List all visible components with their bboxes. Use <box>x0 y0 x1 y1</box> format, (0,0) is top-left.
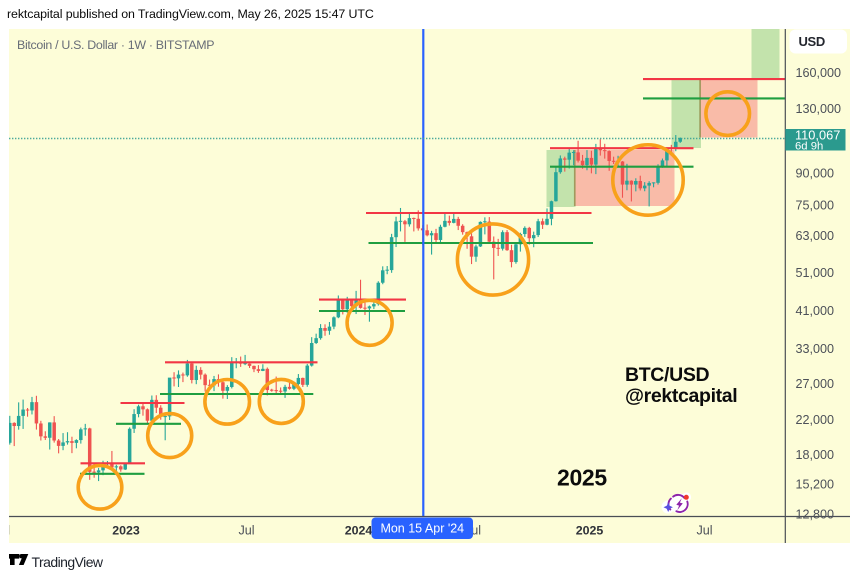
svg-text:15,200: 15,200 <box>796 478 835 492</box>
svg-text:110,067: 110,067 <box>795 127 840 142</box>
svg-text:27,000: 27,000 <box>796 377 835 391</box>
svg-text:130,000: 130,000 <box>796 102 842 116</box>
svg-text:33,000: 33,000 <box>796 342 835 356</box>
svg-text:2025: 2025 <box>576 524 604 538</box>
svg-text:2024: 2024 <box>345 524 373 538</box>
svg-text:90,000: 90,000 <box>796 166 835 180</box>
svg-text:18,000: 18,000 <box>796 448 835 462</box>
svg-text:6d 9h: 6d 9h <box>795 141 823 153</box>
svg-text:51,000: 51,000 <box>796 266 835 280</box>
svg-text:63,000: 63,000 <box>796 229 835 243</box>
svg-text:2025: 2025 <box>557 465 607 491</box>
svg-text:41,000: 41,000 <box>796 304 835 318</box>
svg-text:160,000: 160,000 <box>796 66 842 80</box>
svg-text:@rektcapital: @rektcapital <box>625 385 737 407</box>
svg-text:Jul: Jul <box>696 524 712 538</box>
svg-text:2023: 2023 <box>112 524 140 538</box>
svg-text:Mon 15 Apr '24: Mon 15 Apr '24 <box>380 522 464 536</box>
svg-text:USD: USD <box>799 34 825 49</box>
svg-text:22,000: 22,000 <box>796 413 835 427</box>
svg-text:75,000: 75,000 <box>796 198 835 212</box>
svg-text:Bitcoin / U.S. Dollar · 1W · B: Bitcoin / U.S. Dollar · 1W · BITSTAMP <box>17 38 214 52</box>
svg-text:Jul: Jul <box>238 524 254 538</box>
svg-text:BTC/USD: BTC/USD <box>625 364 709 386</box>
svg-text:12,800: 12,800 <box>796 508 835 522</box>
